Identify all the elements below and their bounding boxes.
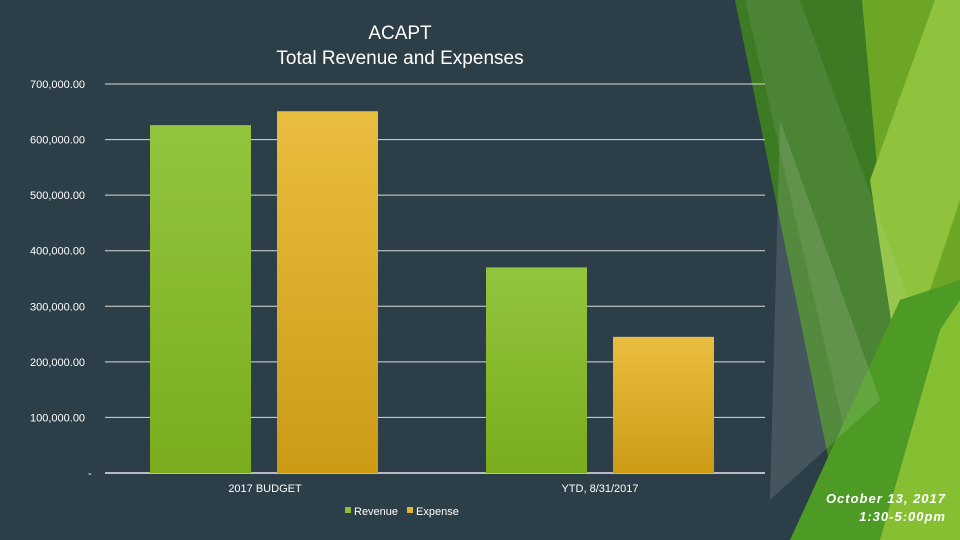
y-tick-label: 500,000.00 [30, 190, 85, 202]
y-tick-label: 300,000.00 [30, 301, 85, 313]
bar-revenue-1 [150, 125, 251, 473]
chart-subtitle: Total Revenue and Expenses [276, 48, 524, 69]
legend-label-revenue: Revenue [354, 506, 398, 518]
facet-lower-bright [880, 300, 960, 540]
x-tick-label: 2017 BUDGET [228, 483, 302, 495]
y-tick-label: 600,000.00 [30, 135, 85, 147]
legend-label-expense: Expense [416, 506, 459, 518]
decorative-facets [735, 0, 960, 540]
chart-title: ACAPT [368, 23, 432, 44]
facet-grey-overlay [770, 120, 880, 500]
bar-revenue-2 [486, 267, 587, 473]
legend-swatch-expense [407, 507, 413, 513]
y-axis-tick-labels: - 100,000.00 200,000.00 300,000.00 400,000.0… [30, 79, 92, 480]
y-tick-label: 400,000.00 [30, 246, 85, 258]
y-tick-label: 100,000.00 [30, 412, 85, 424]
x-tick-label: YTD, 8/31/2017 [561, 483, 638, 495]
bars [150, 111, 714, 473]
facet-light-green [870, 0, 960, 380]
y-tick-label: - [88, 468, 92, 480]
chart-plot: - 100,000.00 200,000.00 300,000.00 400,000.0… [30, 79, 765, 518]
bar-expense-1 [277, 111, 378, 473]
meeting-date: October 13, 2017 [825, 491, 946, 506]
x-axis-tick-labels: 2017 BUDGET YTD, 8/31/2017 [228, 483, 638, 495]
bar-expense-2 [613, 336, 714, 473]
y-tick-label: 200,000.00 [30, 357, 85, 369]
legend-swatch-revenue [345, 507, 351, 513]
meeting-time: 1:30-5:00pm [859, 509, 946, 524]
y-tick-label: 700,000.00 [30, 79, 85, 91]
legend: Revenue Expense [345, 506, 459, 518]
